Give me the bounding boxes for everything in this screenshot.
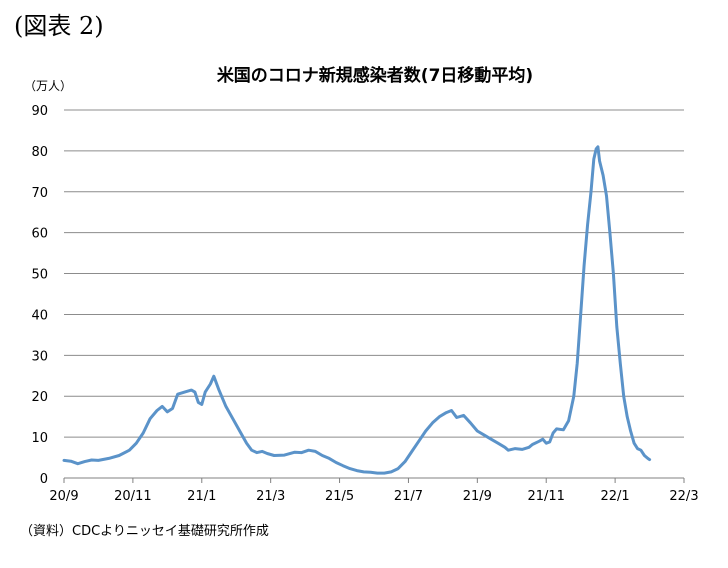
x-axis-ticks: 20/9 20/11 21/1 21/3 21/5 21/7 21/9 21/11 22/1 22… bbox=[49, 478, 699, 504]
chart-title: 米国のコロナ新規感染者数(7日移動平均) bbox=[217, 65, 533, 86]
y-axis-unit-label: （万人） bbox=[24, 79, 72, 93]
y-tick-label: 90 bbox=[31, 104, 48, 119]
y-tick-label: 10 bbox=[31, 431, 48, 446]
y-tick-label: 60 bbox=[31, 227, 48, 242]
y-axis-ticks: 0 10 20 30 40 50 60 70 80 90 bbox=[31, 104, 48, 487]
gridlines bbox=[64, 109, 684, 438]
y-tick-label: 30 bbox=[31, 349, 48, 364]
y-tick-label: 40 bbox=[31, 308, 48, 323]
chart: 米国のコロナ新規感染者数(7日移動平均) （万人） 0 10 20 30 40 50 60 7… bbox=[24, 65, 699, 504]
series-line-new-cases bbox=[62, 145, 652, 475]
x-tick-label: 21/1 bbox=[187, 489, 216, 504]
x-tick-label: 21/3 bbox=[256, 489, 285, 504]
x-tick-label: 20/11 bbox=[114, 489, 151, 504]
x-tick-label: 21/9 bbox=[463, 489, 492, 504]
x-tick-label: 22/1 bbox=[601, 489, 630, 504]
source-note: （資料）CDCよりニッセイ基礎研究所作成 bbox=[20, 524, 269, 539]
x-tick-label: 21/7 bbox=[394, 489, 423, 504]
y-tick-label: 0 bbox=[40, 472, 48, 487]
x-tick-label: 21/5 bbox=[325, 489, 354, 504]
y-tick-label: 80 bbox=[31, 145, 48, 160]
x-tick-label: 22/3 bbox=[669, 489, 698, 504]
figure-label: (図表 2) bbox=[14, 12, 104, 40]
x-tick-label: 21/11 bbox=[527, 489, 564, 504]
x-tick-label: 20/9 bbox=[49, 489, 78, 504]
y-tick-label: 20 bbox=[31, 390, 48, 405]
y-tick-label: 50 bbox=[31, 268, 48, 283]
y-tick-label: 70 bbox=[31, 186, 48, 201]
